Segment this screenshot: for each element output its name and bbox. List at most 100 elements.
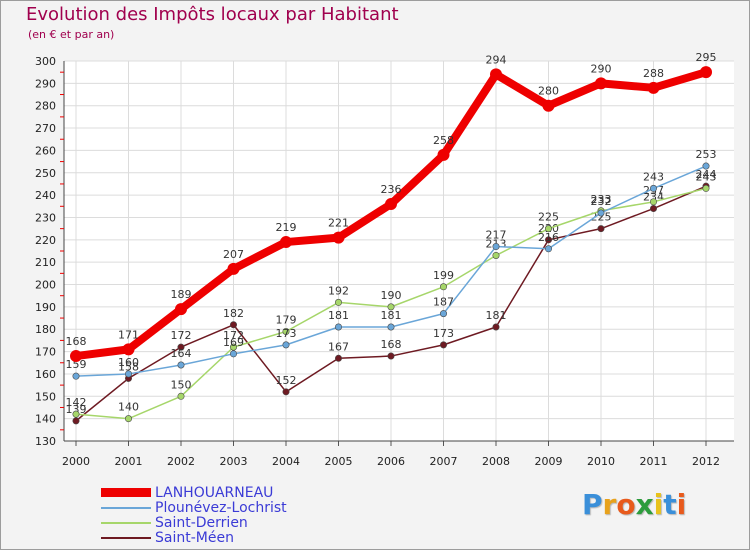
data-label: 217 bbox=[486, 229, 507, 242]
data-label: 139 bbox=[66, 403, 87, 416]
x-tick-label: 2011 bbox=[640, 455, 668, 468]
data-label: 181 bbox=[328, 309, 349, 322]
data-point bbox=[332, 231, 345, 244]
y-tick-label: 130 bbox=[35, 435, 56, 448]
x-tick-label: 2010 bbox=[587, 455, 615, 468]
data-label: 158 bbox=[118, 360, 139, 373]
data-point bbox=[282, 327, 290, 335]
data-label: 173 bbox=[433, 327, 454, 340]
data-point bbox=[439, 310, 447, 318]
data-point bbox=[544, 236, 552, 244]
data-label: 152 bbox=[276, 374, 297, 387]
data-point bbox=[439, 341, 447, 349]
logo-letter: P bbox=[582, 488, 603, 521]
data-point bbox=[125, 415, 133, 423]
data-point bbox=[649, 205, 657, 213]
logo-letter: t bbox=[663, 488, 677, 521]
data-label: 159 bbox=[66, 358, 87, 371]
data-point bbox=[177, 343, 185, 351]
x-tick-label: 2006 bbox=[377, 455, 405, 468]
logo-letter: r bbox=[602, 488, 617, 521]
legend-label: Saint-Derrien bbox=[155, 515, 248, 531]
data-label: 192 bbox=[328, 284, 349, 297]
x-tick-label: 2001 bbox=[115, 455, 143, 468]
data-point bbox=[595, 77, 607, 90]
data-label: 207 bbox=[223, 248, 244, 261]
x-tick-label: 2000 bbox=[62, 455, 90, 468]
data-point bbox=[177, 392, 185, 400]
legend-swatch bbox=[101, 537, 151, 539]
data-label: 179 bbox=[276, 313, 297, 326]
data-point bbox=[227, 262, 240, 275]
chart-subtitle: (en € et par an) bbox=[28, 28, 115, 41]
data-point bbox=[230, 350, 238, 358]
data-point bbox=[647, 81, 660, 94]
data-point bbox=[122, 343, 135, 356]
data-label: 243 bbox=[696, 170, 717, 183]
data-label: 190 bbox=[381, 289, 402, 302]
data-point bbox=[230, 343, 238, 351]
y-tick-label: 280 bbox=[35, 100, 56, 113]
data-label: 171 bbox=[118, 328, 139, 341]
data-point bbox=[230, 321, 238, 329]
data-label: 244 bbox=[696, 168, 717, 181]
x-tick-label: 2002 bbox=[167, 455, 195, 468]
logo-letter: o bbox=[616, 488, 636, 521]
data-label: 236 bbox=[381, 183, 402, 196]
data-label: 232 bbox=[591, 195, 612, 208]
data-point bbox=[280, 236, 292, 249]
y-tick-label: 260 bbox=[35, 144, 56, 157]
y-tick-label: 200 bbox=[35, 279, 56, 292]
data-point bbox=[597, 209, 605, 217]
x-tick-label: 2009 bbox=[535, 455, 563, 468]
data-label: 280 bbox=[538, 85, 559, 98]
y-tick-label: 150 bbox=[35, 390, 56, 403]
legend-swatch bbox=[101, 507, 151, 509]
y-tick-label: 300 bbox=[35, 55, 56, 68]
data-point bbox=[437, 148, 450, 161]
logo-letter: i bbox=[653, 488, 664, 521]
data-label: 172 bbox=[223, 329, 244, 342]
data-label: 181 bbox=[486, 309, 507, 322]
data-point bbox=[702, 162, 710, 170]
data-point bbox=[72, 410, 80, 418]
y-tick-label: 220 bbox=[35, 234, 56, 247]
data-point bbox=[700, 66, 712, 79]
data-point bbox=[544, 225, 552, 233]
y-tick-label: 250 bbox=[35, 167, 56, 180]
data-point bbox=[177, 361, 185, 369]
data-label: 233 bbox=[591, 193, 612, 206]
series-ploun-vez-lochrist: 159 160 164 169 173 181 181 187 217 216 232 243 253 bbox=[66, 148, 717, 380]
data-point bbox=[175, 303, 187, 316]
data-label: 150 bbox=[171, 378, 192, 391]
x-tick-label: 2007 bbox=[430, 455, 458, 468]
data-point bbox=[387, 323, 395, 331]
data-point bbox=[334, 298, 342, 306]
y-tick-label: 270 bbox=[35, 122, 56, 135]
data-label: 253 bbox=[696, 148, 717, 161]
data-label: 243 bbox=[643, 170, 664, 183]
legend-swatch bbox=[101, 522, 151, 524]
chart-title: Evolution des Impôts locaux par Habitant bbox=[26, 4, 399, 25]
data-label: 225 bbox=[591, 211, 612, 224]
data-label: 294 bbox=[486, 53, 507, 66]
data-point bbox=[542, 99, 555, 112]
data-label: 167 bbox=[328, 340, 349, 353]
y-tick-label: 190 bbox=[35, 301, 56, 314]
series-lanhouarneau: 168 171 189 207 219 221 236 258 294 280 290 288 295 bbox=[66, 51, 717, 363]
y-tick-label: 230 bbox=[35, 211, 56, 224]
data-label: 142 bbox=[66, 396, 87, 409]
logo-letter: i bbox=[676, 488, 687, 521]
y-tick-label: 170 bbox=[35, 346, 56, 359]
data-point bbox=[597, 225, 605, 233]
x-tick-label: 2008 bbox=[482, 455, 510, 468]
data-label: 187 bbox=[433, 296, 454, 309]
data-point bbox=[334, 323, 342, 331]
data-point bbox=[282, 341, 290, 349]
legend-label: LANHOUARNEAU bbox=[155, 485, 274, 501]
y-tick-label: 180 bbox=[35, 323, 56, 336]
data-label: 168 bbox=[381, 338, 402, 351]
data-point bbox=[125, 370, 133, 378]
data-point bbox=[649, 198, 657, 206]
